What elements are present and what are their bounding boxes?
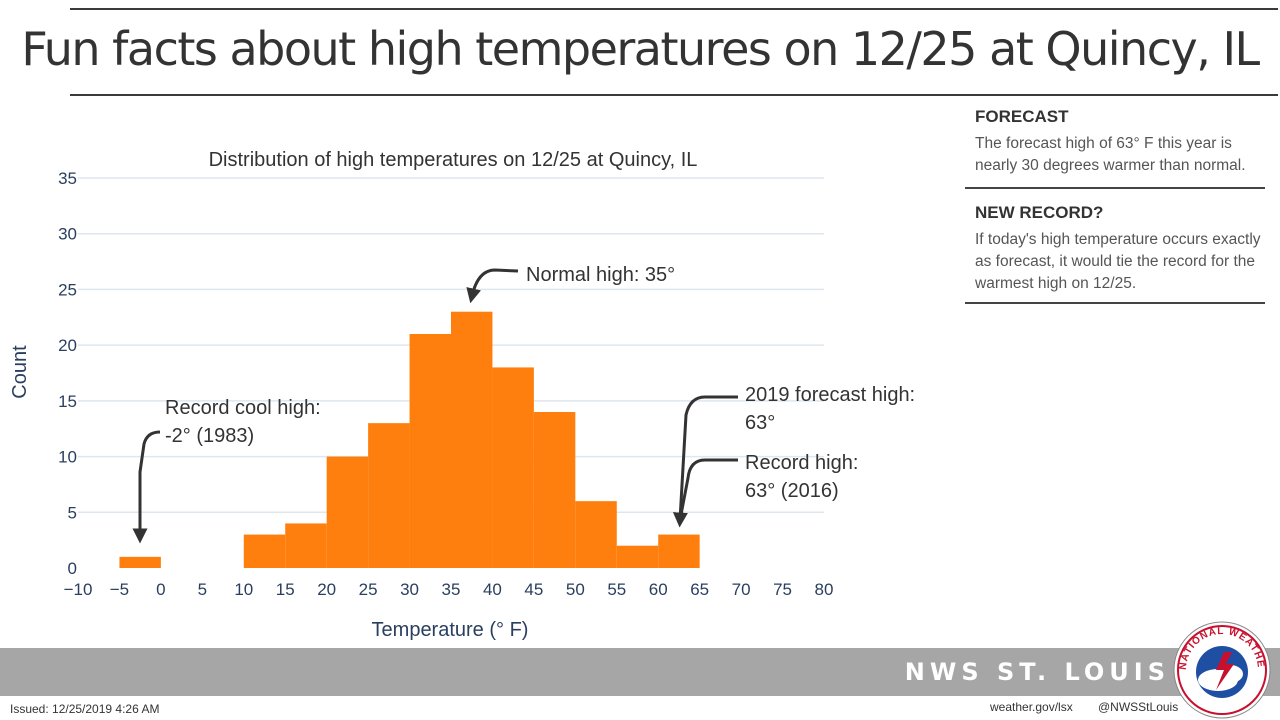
annotation-normal-high-text: Normal high: 35° <box>526 264 675 286</box>
chart-title: Distribution of high temperatures on 12/… <box>209 149 698 171</box>
annotation-record-cool: Record cool high: -2° (1983) <box>132 397 321 544</box>
x-tick-label: −10 <box>64 580 93 599</box>
x-tick-label: 50 <box>566 580 585 599</box>
y-tick-label: 15 <box>58 392 77 411</box>
x-tick-label: 45 <box>524 580 543 599</box>
annotation-record-cool-arrow <box>132 430 161 544</box>
sidebar-forecast: FORECAST The forecast high of 63° F this… <box>965 107 1265 177</box>
annotation-record-high: Record high: 63° (2016) <box>678 452 858 521</box>
record-heading: NEW RECORD? <box>975 203 1104 222</box>
x-tick-label: 55 <box>607 580 626 599</box>
annotation-record-high-line1: Record high: <box>745 452 858 474</box>
y-tick-label: 5 <box>68 503 77 522</box>
histogram-chart: 0 5 10 15 20 25 30 35 −10 −5 0 5 10 15 20 25 30 35 40 45 50… <box>9 149 915 641</box>
histogram-bar <box>533 412 576 568</box>
histogram-bar <box>575 501 617 568</box>
annotation-forecast-high: 2019 forecast high: 63° <box>672 384 915 528</box>
x-tick-label: 15 <box>276 580 295 599</box>
annotation-forecast-line2: 63° <box>745 412 775 434</box>
x-tick-label: 25 <box>359 580 378 599</box>
y-tick-label: 30 <box>58 225 77 244</box>
title-top-rule <box>70 8 1278 10</box>
x-axis-label: Temperature (° F) <box>372 619 529 641</box>
page-title: Fun facts about high temperatures on 12/… <box>21 22 1260 76</box>
footer-band: NWS ST. LOUIS <box>0 648 1280 696</box>
annotation-record-cool-line1: Record cool high: <box>165 397 321 419</box>
x-tick-label: 5 <box>198 580 207 599</box>
histogram-bar <box>658 534 700 568</box>
x-tick-label: 80 <box>815 580 834 599</box>
histogram-bar <box>368 423 410 568</box>
x-tick-label: −5 <box>110 580 129 599</box>
nws-logo-icon: NATIONAL WEATHER SERVICE <box>1172 620 1271 719</box>
forecast-text: The forecast high of 63° F this year is … <box>975 135 1246 174</box>
y-tick-label: 20 <box>58 336 77 355</box>
histogram-bar <box>409 334 451 568</box>
histogram-bar <box>492 367 534 568</box>
x-tick-label: 20 <box>317 580 336 599</box>
x-tick-label: 60 <box>649 580 668 599</box>
x-tick-label: 40 <box>483 580 502 599</box>
sidebar-divider-2 <box>965 302 1265 304</box>
x-tick-label: 75 <box>773 580 792 599</box>
histogram-bar <box>285 523 327 568</box>
social-handle[interactable]: @NWSStLouis <box>1098 700 1179 714</box>
annotation-normal-high: Normal high: 35° <box>466 264 675 304</box>
x-tick-label: 65 <box>690 580 709 599</box>
x-tick-label: 70 <box>732 580 751 599</box>
y-tick-label: 0 <box>68 559 77 578</box>
footer-org-name: NWS ST. LOUIS <box>904 658 1170 686</box>
histogram-bar <box>326 456 369 568</box>
sidebar-divider-1 <box>965 187 1265 189</box>
x-tick-labels: −10 −5 0 5 10 15 20 25 30 35 40 45 50 55 60 65 70 75 80 <box>64 580 834 599</box>
histogram-bar <box>243 534 286 568</box>
title-bottom-rule <box>70 94 1278 96</box>
histogram-bar <box>451 311 493 568</box>
annotation-forecast-arrow <box>672 395 738 528</box>
y-tick-label: 25 <box>58 280 77 299</box>
annotation-record-high-line2: 63° (2016) <box>745 480 839 502</box>
website-link[interactable]: weather.gov/lsx <box>990 700 1073 714</box>
x-tick-label: 10 <box>234 580 253 599</box>
y-axis-label: Count <box>9 345 31 399</box>
forecast-heading: FORECAST <box>975 107 1069 126</box>
x-tick-label: 30 <box>400 580 419 599</box>
annotation-record-high-arrow <box>678 458 738 521</box>
histogram-bar <box>119 556 161 568</box>
y-tick-label: 35 <box>58 169 77 188</box>
x-tick-label: 0 <box>156 580 165 599</box>
annotation-normal-high-arrow <box>466 268 519 304</box>
sidebar-record: NEW RECORD? If today's high temperature … <box>965 203 1265 295</box>
y-tick-label: 10 <box>58 448 77 467</box>
annotation-forecast-line1: 2019 forecast high: <box>745 384 915 406</box>
x-tick-label: 35 <box>442 580 461 599</box>
issued-timestamp: Issued: 12/25/2019 4:26 AM <box>10 702 160 716</box>
annotation-record-cool-line2: -2° (1983) <box>165 425 254 447</box>
histogram-bars <box>119 311 700 568</box>
record-text: If today's high temperature occurs exact… <box>975 231 1261 292</box>
y-tick-labels: 0 5 10 15 20 25 30 35 <box>58 169 77 578</box>
histogram-bar <box>616 545 659 568</box>
